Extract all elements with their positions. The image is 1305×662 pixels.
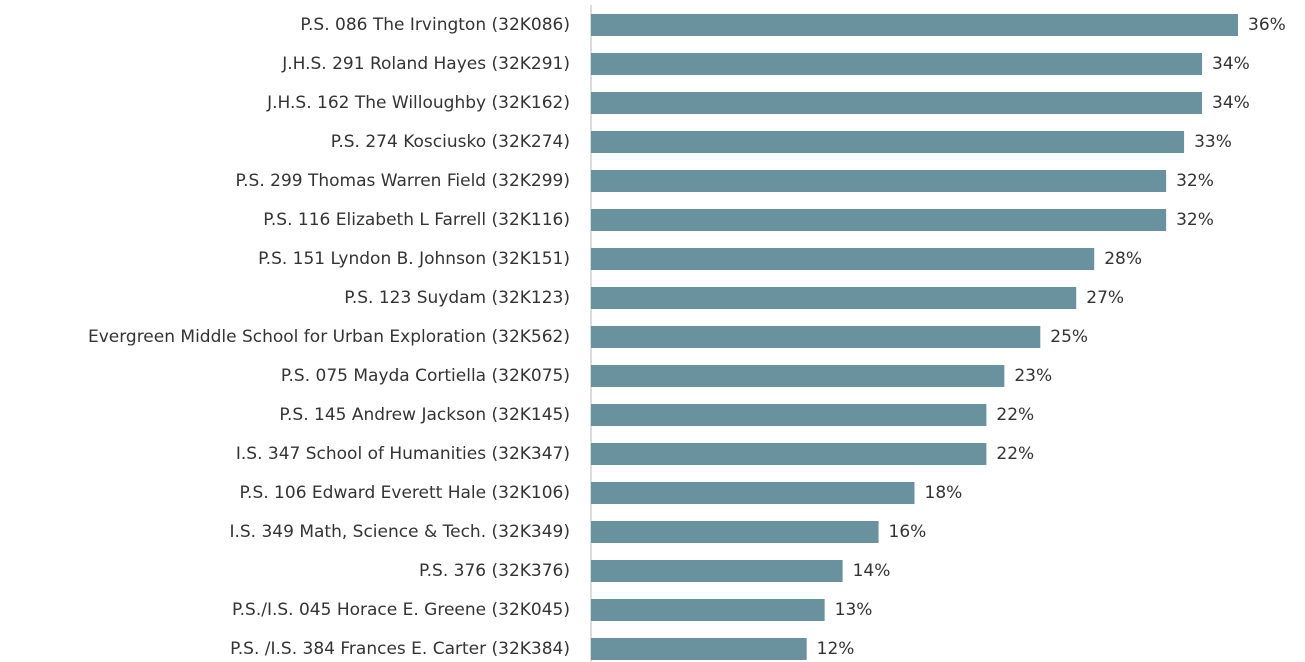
category-label: J.H.S. 291 Roland Hayes (32K291) (281, 54, 570, 74)
bar (591, 599, 825, 621)
value-label: 25% (1050, 327, 1088, 347)
bar (591, 209, 1167, 231)
category-label: P.S. 116 Elizabeth L Farrell (32K116) (263, 210, 570, 230)
bar (591, 638, 807, 660)
value-label: 36% (1248, 15, 1286, 35)
category-label: P.S. 274 Kosciusko (32K274) (331, 132, 570, 152)
bar (591, 92, 1203, 114)
value-label: 14% (853, 561, 891, 581)
bar (591, 170, 1167, 192)
value-label: 27% (1086, 288, 1124, 308)
category-label: P.S. /I.S. 384 Frances E. Carter (32K384… (230, 639, 570, 659)
category-label: Evergreen Middle School for Urban Explor… (88, 327, 570, 347)
bar (591, 14, 1238, 36)
category-label: P.S. 075 Mayda Cortiella (32K075) (281, 366, 570, 386)
category-label: P.S. 299 Thomas Warren Field (32K299) (236, 171, 570, 191)
category-label: P.S. 151 Lyndon B. Johnson (32K151) (258, 249, 570, 269)
category-label: I.S. 349 Math, Science & Tech. (32K349) (229, 522, 570, 542)
bar (591, 404, 987, 426)
value-label: 16% (889, 522, 927, 542)
category-label: P.S./I.S. 045 Horace E. Greene (32K045) (232, 600, 570, 620)
bar (591, 560, 843, 582)
category-label: P.S. 123 Suydam (32K123) (344, 288, 570, 308)
category-label: P.S. 106 Edward Everett Hale (32K106) (239, 483, 570, 503)
bar (591, 53, 1203, 75)
bar (591, 326, 1041, 348)
value-label: 33% (1194, 132, 1232, 152)
value-label: 34% (1212, 54, 1250, 74)
value-label: 12% (817, 639, 855, 659)
bar (591, 482, 915, 504)
category-label: I.S. 347 School of Humanities (32K347) (236, 444, 570, 464)
value-label: 13% (835, 600, 873, 620)
value-label: 22% (996, 405, 1034, 425)
value-label: 32% (1176, 171, 1214, 191)
bar (591, 287, 1077, 309)
category-label: P.S. 086 The Irvington (32K086) (300, 15, 570, 35)
value-label: 18% (925, 483, 963, 503)
bar (591, 365, 1005, 387)
value-label: 34% (1212, 93, 1250, 113)
value-label: 32% (1176, 210, 1214, 230)
bar (591, 131, 1185, 153)
value-label: 23% (1014, 366, 1052, 386)
bar (591, 443, 987, 465)
category-label: P.S. 145 Andrew Jackson (32K145) (279, 405, 570, 425)
value-label: 28% (1104, 249, 1142, 269)
bar (591, 521, 879, 543)
bar (591, 248, 1095, 270)
value-label: 22% (996, 444, 1034, 464)
category-label: J.H.S. 162 The Willoughby (32K162) (266, 93, 570, 113)
category-label: P.S. 376 (32K376) (419, 561, 570, 581)
